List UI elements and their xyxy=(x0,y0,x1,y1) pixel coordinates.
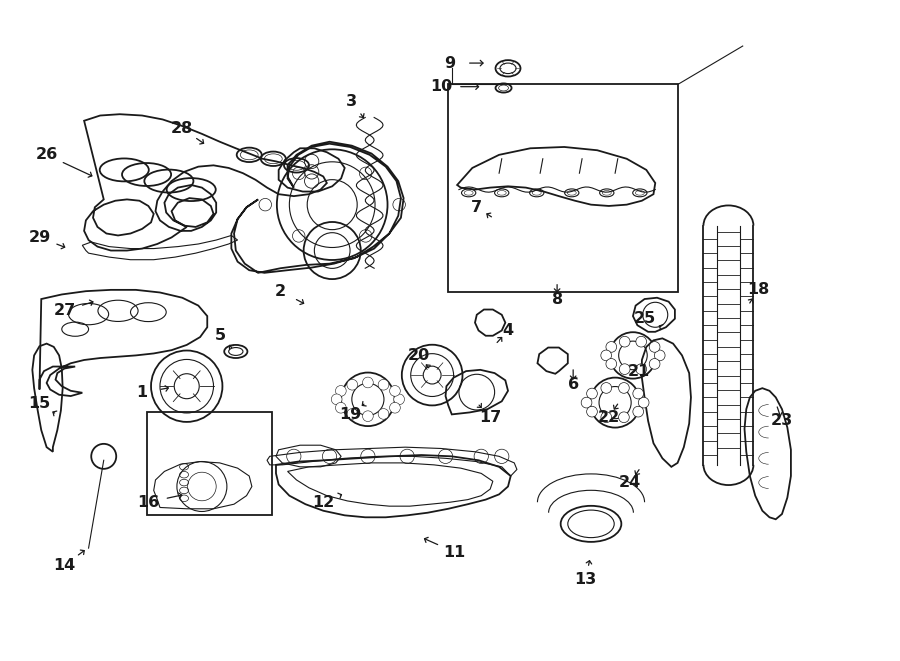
Circle shape xyxy=(649,358,660,369)
Text: 6: 6 xyxy=(568,377,579,392)
Circle shape xyxy=(587,388,598,399)
Text: 1: 1 xyxy=(137,385,148,401)
Circle shape xyxy=(346,379,357,390)
Circle shape xyxy=(581,397,592,408)
Circle shape xyxy=(390,385,400,396)
Text: 22: 22 xyxy=(598,410,620,424)
Text: 4: 4 xyxy=(502,323,514,338)
Text: 27: 27 xyxy=(53,303,76,319)
Circle shape xyxy=(378,379,389,390)
Circle shape xyxy=(636,336,646,347)
Circle shape xyxy=(633,388,643,399)
Circle shape xyxy=(587,407,598,417)
Text: 5: 5 xyxy=(215,329,226,343)
Text: 7: 7 xyxy=(472,200,482,215)
Circle shape xyxy=(336,385,346,396)
Circle shape xyxy=(649,342,660,352)
Circle shape xyxy=(636,364,646,375)
Text: 19: 19 xyxy=(339,407,361,422)
Text: 12: 12 xyxy=(312,494,335,510)
Text: 17: 17 xyxy=(479,410,501,424)
Text: 20: 20 xyxy=(408,348,430,363)
Circle shape xyxy=(331,394,342,405)
Text: 18: 18 xyxy=(747,282,769,297)
Circle shape xyxy=(601,412,612,422)
Text: 2: 2 xyxy=(274,284,286,299)
Text: 9: 9 xyxy=(445,56,455,71)
Circle shape xyxy=(601,350,611,361)
Text: 21: 21 xyxy=(628,364,651,379)
Text: 3: 3 xyxy=(346,94,357,108)
Text: 10: 10 xyxy=(430,79,452,94)
Circle shape xyxy=(394,394,404,405)
Circle shape xyxy=(654,350,665,361)
Circle shape xyxy=(390,403,400,413)
Text: 13: 13 xyxy=(574,572,597,587)
Circle shape xyxy=(606,358,616,369)
Text: 8: 8 xyxy=(552,292,562,307)
Circle shape xyxy=(363,411,374,422)
Circle shape xyxy=(601,383,612,393)
Text: 28: 28 xyxy=(171,121,194,136)
Text: 14: 14 xyxy=(53,558,76,572)
Text: 26: 26 xyxy=(35,147,58,163)
Text: 24: 24 xyxy=(619,475,642,490)
Circle shape xyxy=(633,407,643,417)
Text: 29: 29 xyxy=(29,230,50,245)
Circle shape xyxy=(618,383,629,393)
Text: 11: 11 xyxy=(444,545,465,560)
Circle shape xyxy=(378,408,389,419)
Circle shape xyxy=(606,342,616,352)
Circle shape xyxy=(619,364,630,375)
Text: 25: 25 xyxy=(634,311,656,326)
Circle shape xyxy=(363,377,374,388)
Circle shape xyxy=(638,397,649,408)
Text: 15: 15 xyxy=(29,397,50,411)
Circle shape xyxy=(346,408,357,419)
Text: 23: 23 xyxy=(771,413,793,428)
Circle shape xyxy=(336,403,346,413)
Circle shape xyxy=(619,336,630,347)
Circle shape xyxy=(618,412,629,422)
Text: 16: 16 xyxy=(137,494,159,510)
